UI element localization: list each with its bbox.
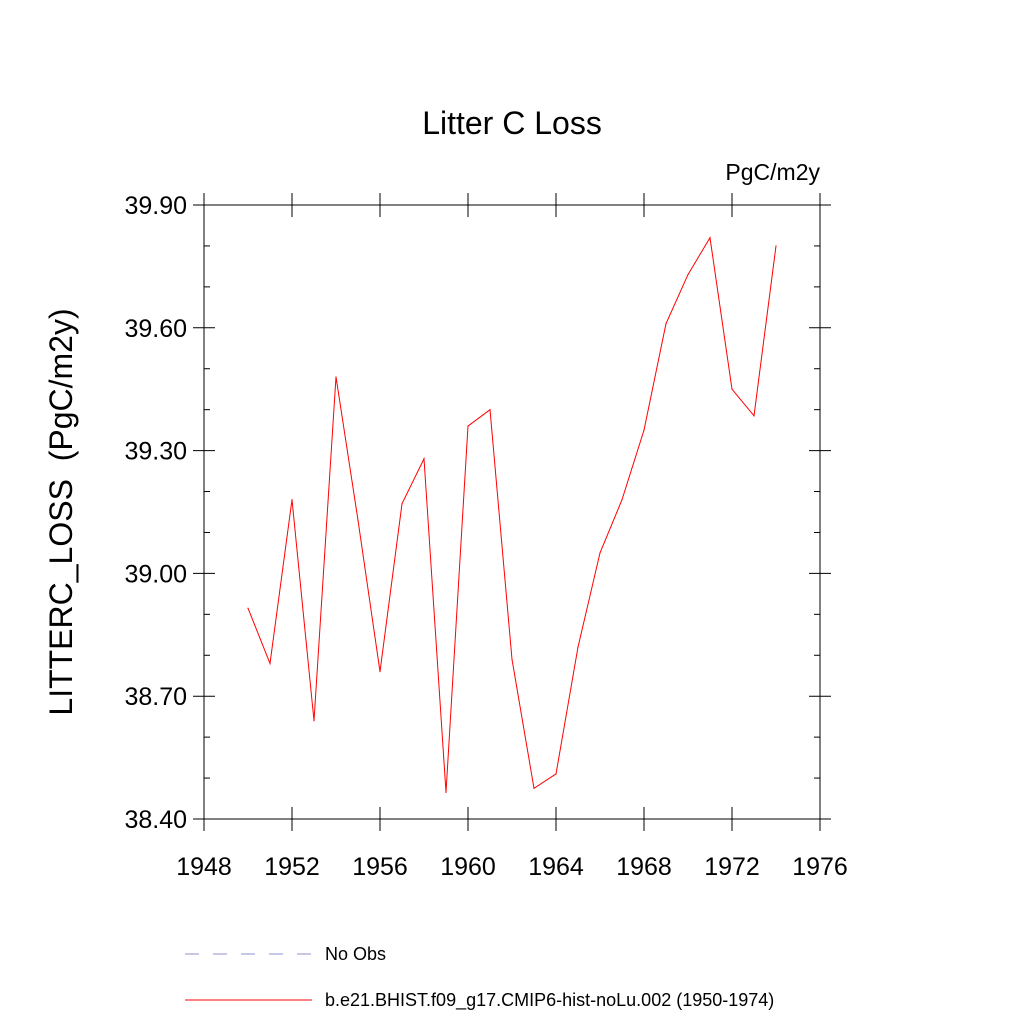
data-point	[599, 552, 601, 554]
data-point	[445, 791, 447, 793]
y-tick-label: 38.40	[124, 806, 187, 834]
x-ticks: 1948 1952 1956 1960 1964 1968 1972 1976	[176, 193, 848, 881]
legend-label-no-obs: No Obs	[325, 944, 386, 964]
y-tick-label: 39.90	[124, 192, 187, 220]
data-point	[665, 323, 667, 325]
legend-label-series: b.e21.BHIST.f09_g17.CMIP6-hist-noLu.002 …	[325, 990, 774, 1011]
y-tick-label: 39.60	[124, 315, 187, 343]
data-point	[247, 607, 249, 609]
x-tick-label: 1976	[792, 853, 848, 881]
y-ticks: 38.40 38.70 39.00 39.30 39.60 39.90	[124, 192, 831, 834]
x-tick-label: 1956	[352, 853, 408, 881]
series-line-0	[247, 236, 777, 793]
x-tick-label: 1952	[264, 853, 320, 881]
y-minor-ticks	[204, 245, 820, 779]
data-point	[489, 409, 491, 411]
x-tick-label: 1972	[704, 853, 760, 881]
data-point	[753, 415, 755, 417]
data-point	[643, 429, 645, 431]
data-point	[379, 671, 381, 673]
data-point	[533, 787, 535, 789]
x-tick-label: 1948	[176, 853, 232, 881]
y-tick-label: 39.00	[124, 560, 187, 588]
data-point	[423, 458, 425, 460]
data-point	[709, 237, 711, 239]
data-point	[401, 503, 403, 505]
data-point	[775, 245, 777, 247]
data-point	[291, 499, 293, 501]
data-point	[511, 658, 513, 660]
data-point	[467, 425, 469, 427]
legend: No Obs b.e21.BHIST.f09_g17.CMIP6-hist-no…	[185, 944, 774, 1011]
data-point	[335, 376, 337, 378]
units-label: PgC/m2y	[725, 159, 820, 185]
chart-title: Litter C Loss	[422, 105, 602, 141]
series-layer	[247, 236, 777, 793]
data-point	[687, 273, 689, 276]
x-tick-label: 1968	[616, 853, 672, 881]
y-axis-label: LITTERC_LOSS (PgC/m2y)	[43, 308, 79, 715]
data-point	[621, 499, 623, 501]
y-tick-label: 38.70	[124, 683, 187, 711]
plot-frame	[203, 204, 821, 820]
x-tick-label: 1964	[528, 853, 584, 881]
data-point	[731, 388, 733, 390]
data-point	[313, 720, 315, 722]
data-point	[577, 646, 579, 648]
data-point	[357, 519, 359, 521]
y-tick-label: 39.30	[124, 438, 187, 466]
data-point	[555, 773, 557, 775]
x-tick-label: 1960	[440, 853, 496, 881]
data-point	[269, 662, 271, 665]
